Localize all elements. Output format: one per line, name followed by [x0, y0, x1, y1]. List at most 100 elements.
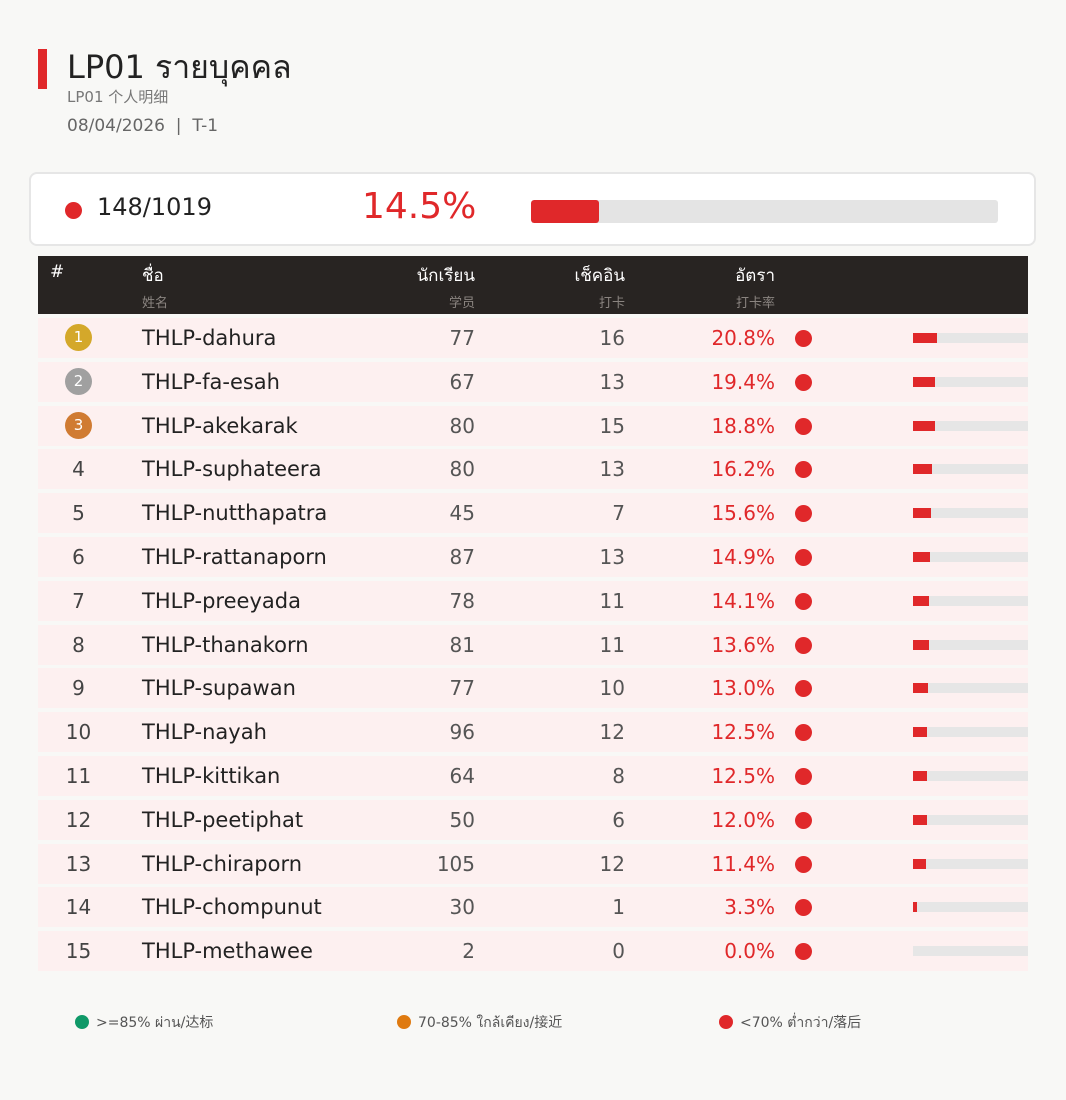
rank-number: 14: [65, 895, 92, 920]
rate-bar: [913, 551, 1028, 562]
checkin-rate: 12.5%: [711, 763, 775, 788]
legend-label: >=85% ผ่าน/达标: [96, 1015, 214, 1031]
rank-medal-gold: 1: [65, 324, 92, 351]
status-dot: [795, 767, 812, 785]
rank-number: 4: [72, 457, 85, 482]
member-name: THLP-peetiphat: [142, 807, 304, 832]
table-row[interactable]: 13 THLP-chiraporn 105 12 11.4%: [38, 843, 1028, 884]
report-period: T-1: [192, 116, 219, 136]
member-name: THLP-rattanaporn: [142, 544, 327, 569]
member-name: THLP-nayah: [142, 720, 267, 745]
column-rate-label: อัตรา: [735, 266, 775, 286]
rank-number: 8: [72, 632, 85, 657]
status-dot: [795, 330, 812, 347]
table-row[interactable]: 14 THLP-chompunut 30 1 3.3%: [38, 887, 1028, 928]
table-row[interactable]: 1 THLP-dahura 77 16 20.8%: [38, 318, 1028, 358]
checkin-count: 8: [612, 763, 625, 788]
table-row[interactable]: 6 THLP-rattanaporn 87 13 14.9%: [38, 536, 1028, 577]
checkin-rate: 0.0%: [724, 939, 775, 964]
column-name: ชื่อ 姓名: [142, 262, 168, 311]
student-count: 80: [449, 457, 475, 482]
table-row[interactable]: 10 THLP-nayah 96 12 12.5%: [38, 712, 1028, 753]
student-count: 78: [449, 588, 475, 613]
date-line: 08/04/2026 | T-1: [67, 116, 218, 136]
checkin-rate: 11.4%: [711, 851, 775, 876]
rate-bar: [913, 595, 1028, 606]
table-body: 1 THLP-dahura 77 16 20.8% 2 THLP-fa-esah 67 13 19…: [38, 318, 1028, 975]
rank-number: 15: [65, 939, 92, 964]
rate-bar: [913, 858, 1028, 869]
checkin-count: 7: [612, 501, 625, 526]
rate-bar-fill: [913, 464, 932, 475]
checkin-rate: 12.5%: [711, 720, 775, 745]
member-name: THLP-chompunut: [142, 895, 322, 920]
checkin-count: 15: [599, 413, 625, 438]
member-name: THLP-kittikan: [142, 763, 281, 788]
table-row[interactable]: 7 THLP-preeyada 78 11 14.1%: [38, 580, 1028, 621]
checkin-count: 11: [599, 588, 625, 613]
member-name: THLP-dahura: [142, 326, 277, 350]
summary-card: 148/1019 14.5%: [29, 172, 1036, 246]
checkin-rate: 14.9%: [711, 544, 775, 569]
student-count: 2: [462, 939, 475, 964]
rate-bar: [913, 333, 1028, 343]
student-count: 30: [449, 895, 475, 920]
summary-ratio: 148/1019: [97, 193, 212, 221]
summary-progress-fill: [531, 200, 599, 223]
column-rate: อัตรา 打卡率: [675, 262, 775, 311]
rate-bar: [913, 770, 1028, 781]
date-separator: |: [175, 116, 182, 136]
rate-bar: [913, 420, 1028, 431]
summary-status-dot: [65, 202, 82, 219]
table-row[interactable]: 8 THLP-thanakorn 81 11 13.6%: [38, 624, 1028, 665]
column-checkins-sublabel: 打卡: [598, 296, 625, 311]
rank-number: 12: [65, 807, 92, 832]
summary-progress-bar: [531, 200, 998, 223]
status-dot: [795, 680, 812, 698]
legend-item-near: 70-85% ใกล้เคียง/接近: [397, 1012, 562, 1034]
table-row[interactable]: 2 THLP-fa-esah 67 13 19.4%: [38, 361, 1028, 402]
rate-bar: [913, 727, 1028, 738]
table-row[interactable]: 4 THLP-suphateera 80 13 16.2%: [38, 449, 1028, 490]
status-dot: [795, 636, 812, 654]
checkin-rate: 19.4%: [711, 369, 775, 394]
checkin-count: 13: [599, 369, 625, 394]
checkin-rate: 20.8%: [711, 326, 775, 350]
rate-bar-fill: [913, 683, 928, 694]
table-row[interactable]: 3 THLP-akekarak 80 15 18.8%: [38, 405, 1028, 446]
rate-bar: [913, 508, 1028, 519]
rank-number: 10: [65, 720, 92, 745]
title-accent-bar: [38, 49, 47, 89]
member-name: THLP-thanakorn: [142, 632, 309, 657]
table-row[interactable]: 12 THLP-peetiphat 50 6 12.0%: [38, 799, 1028, 840]
checkin-count: 12: [599, 720, 625, 745]
legend-dot-red: [719, 1015, 733, 1029]
rate-bar-fill: [913, 333, 937, 343]
student-count: 87: [449, 544, 475, 569]
checkin-rate: 12.0%: [711, 807, 775, 832]
table-row[interactable]: 9 THLP-supawan 77 10 13.0%: [38, 668, 1028, 709]
member-name: THLP-supawan: [142, 676, 296, 701]
status-dot: [795, 811, 812, 829]
checkin-rate: 13.0%: [711, 676, 775, 701]
rate-bar-fill: [913, 639, 929, 650]
rank-number: 9: [72, 676, 85, 701]
checkin-count: 16: [599, 326, 625, 350]
page-title: LP01 รายบุคคล: [67, 48, 292, 86]
checkin-count: 10: [599, 676, 625, 701]
table-row[interactable]: 15 THLP-methawee 2 0 0.0%: [38, 931, 1028, 972]
page-subtitle: LP01 个人明细: [67, 88, 169, 106]
member-name: THLP-suphateera: [142, 457, 322, 482]
checkin-rate: 3.3%: [724, 895, 775, 920]
table-row[interactable]: 11 THLP-kittikan 64 8 12.5%: [38, 755, 1028, 796]
column-rate-sublabel: 打卡率: [735, 296, 775, 311]
status-dot: [795, 373, 812, 391]
rate-bar-fill: [913, 508, 931, 519]
column-students: นักเรียน 学员: [375, 262, 475, 311]
rate-bar-fill: [913, 902, 917, 913]
student-count: 45: [449, 501, 475, 526]
rate-bar-fill: [913, 814, 927, 825]
checkin-count: 6: [612, 807, 625, 832]
column-name-label: ชื่อ: [142, 266, 164, 286]
table-row[interactable]: 5 THLP-nutthapatra 45 7 15.6%: [38, 493, 1028, 534]
